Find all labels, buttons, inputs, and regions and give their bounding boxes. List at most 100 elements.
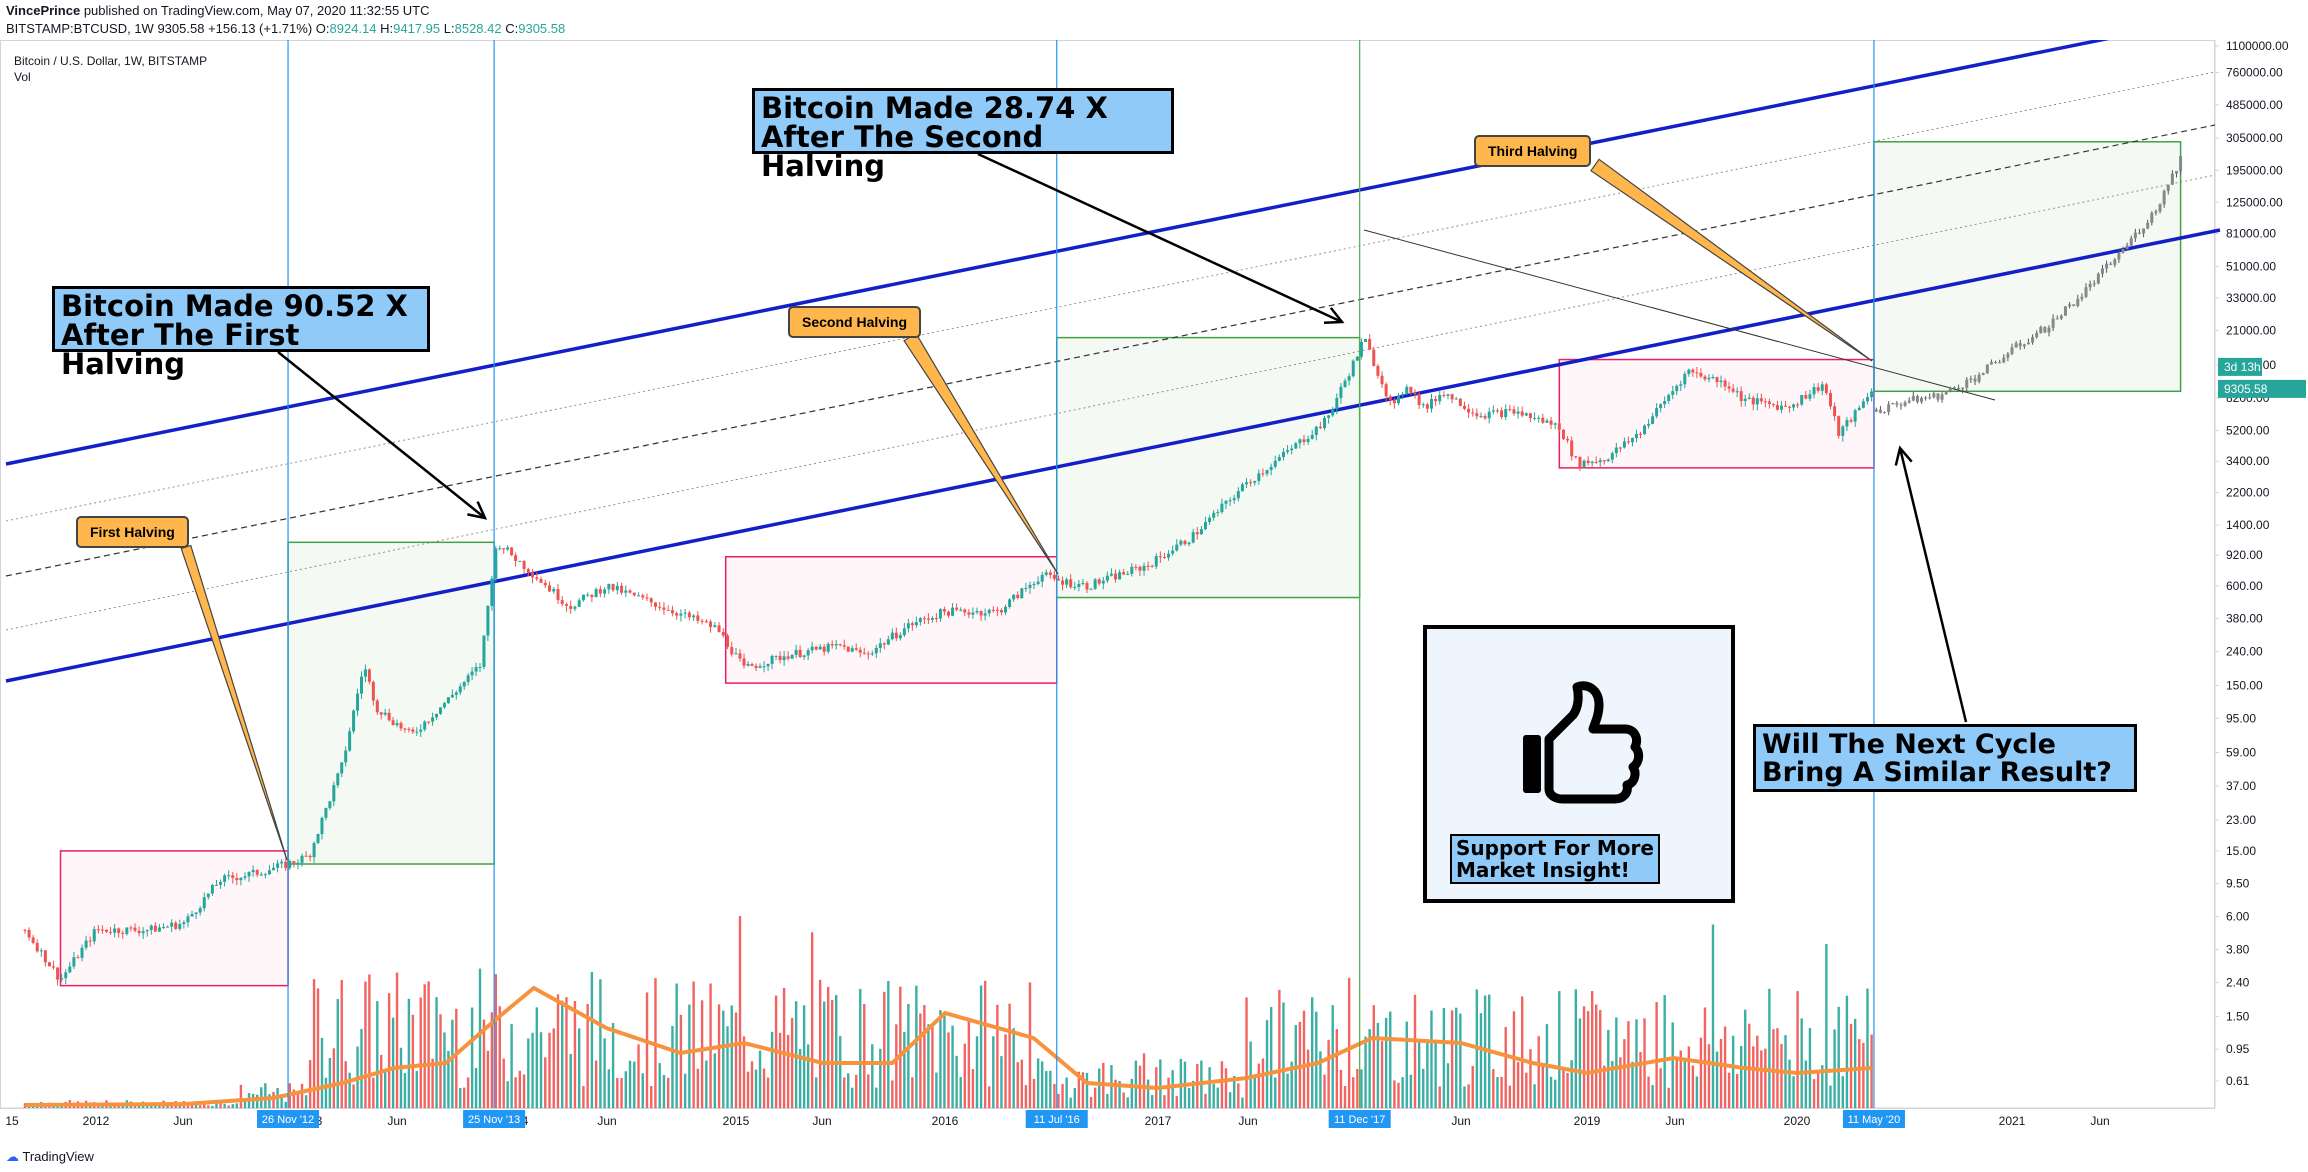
candle-body — [1759, 398, 1763, 402]
callout-next-line1: Will The Next Cycle — [1762, 729, 2056, 760]
volume-bar — [1595, 1004, 1598, 1108]
pointer-third-halving — [1590, 158, 1873, 362]
volume-bar — [478, 968, 482, 1108]
candle-body — [1788, 406, 1792, 408]
candle-body — [951, 607, 955, 616]
candle-body — [704, 621, 708, 623]
thumbs-up-icon[interactable] — [1515, 679, 1645, 809]
candle-body — [858, 649, 862, 653]
volume-bar — [1434, 1040, 1437, 1108]
author-name[interactable]: VincePrince — [6, 3, 81, 18]
volume-bar — [637, 1044, 640, 1108]
candle-body — [1602, 460, 1606, 462]
candle-body — [182, 922, 186, 925]
candle-body — [1711, 377, 1715, 379]
candle-body — [284, 861, 288, 868]
candle-body — [1471, 412, 1475, 414]
volume-bar — [1549, 1076, 1553, 1108]
volume-bar — [1438, 1086, 1441, 1108]
volume-bar — [696, 1068, 700, 1108]
volume-bar — [1570, 1060, 1573, 1108]
candle-body — [666, 609, 670, 611]
channel-lower-quarter — [5, 174, 2216, 631]
candle-body — [1695, 372, 1699, 374]
candle-body — [470, 671, 474, 676]
support-label[interactable]: Support For More Market Insight! — [1450, 834, 1660, 884]
volume-bar — [1061, 1083, 1064, 1108]
volume-bar — [466, 1077, 470, 1108]
volume-bar — [312, 979, 316, 1108]
volume-bar — [1049, 1070, 1052, 1108]
volume-bar — [1098, 1068, 1101, 1108]
channel-upper-quarter — [5, 71, 2216, 522]
price-chart[interactable]: Bitcoin / U.S. Dollar, 1W, BITSTAMP Vol 11… — [0, 40, 2308, 1148]
candle-body — [934, 618, 938, 620]
candle-body — [129, 927, 133, 929]
projection-body — [2142, 228, 2146, 234]
candle-body — [1294, 443, 1298, 449]
volume-bar — [1237, 1083, 1240, 1108]
candle-body — [1306, 438, 1310, 442]
candle-body — [586, 594, 590, 596]
candle-body — [628, 590, 632, 593]
candle-body — [1727, 386, 1731, 389]
candle-body — [292, 861, 296, 864]
volume-bar — [137, 1104, 141, 1108]
candle-body — [1208, 517, 1212, 523]
bear-box-2 — [724, 555, 1058, 684]
halving-date-badge — [1842, 1110, 1905, 1128]
candle-body — [450, 694, 454, 698]
volume-bar — [662, 1074, 666, 1108]
projection-body — [1998, 362, 2002, 364]
volume-bar — [372, 1077, 375, 1108]
volume-bar — [1310, 997, 1314, 1108]
candle-body — [1582, 460, 1586, 468]
candle-body — [162, 927, 166, 929]
candle-body — [1032, 583, 1036, 585]
volume-bar — [1278, 989, 1281, 1108]
candle-body — [446, 697, 450, 704]
candle-body — [1475, 413, 1479, 417]
volume-bar — [1516, 1062, 1520, 1108]
candle-body — [1504, 409, 1508, 418]
candle-body — [1606, 459, 1610, 462]
candle-body — [454, 692, 458, 695]
volume-bar — [535, 1007, 538, 1108]
tradingview-logo[interactable]: ☁ TradingView — [6, 1149, 94, 1165]
candle-body — [1594, 461, 1598, 463]
volume-bar — [1253, 1077, 1256, 1108]
candle-body — [1537, 417, 1541, 419]
volume-bar — [364, 981, 367, 1108]
volume-bar — [1430, 1010, 1433, 1108]
volume-bar — [935, 1072, 938, 1108]
symbol[interactable]: BITSTAMP:BTCUSD, 1W — [6, 21, 154, 36]
candle-body — [1405, 386, 1409, 394]
projection-body — [2088, 283, 2092, 288]
candle-body — [304, 855, 308, 857]
volume-bar — [1004, 1034, 1007, 1108]
y-tick-label: 195000.00 — [2226, 163, 2283, 177]
x-tick-label: Jun — [1665, 1114, 1684, 1128]
candle-body — [1347, 376, 1351, 381]
candle-body — [882, 643, 886, 645]
candle-body — [474, 667, 478, 672]
volume-bar — [380, 1054, 383, 1108]
candle-body — [967, 612, 971, 615]
volume-bar — [1667, 1087, 1670, 1108]
volume-bar — [304, 1095, 308, 1108]
volume-bar — [391, 1017, 395, 1108]
callout-first-line2: After The First Halving — [61, 318, 300, 381]
volume-bar — [1167, 1077, 1170, 1108]
candle-body — [145, 930, 149, 932]
candle-body — [1191, 532, 1195, 543]
candle-body — [1020, 588, 1024, 599]
y-tick-label: 150.00 — [2226, 678, 2263, 692]
projection-body — [1944, 391, 1948, 395]
candle-body — [1755, 398, 1759, 405]
volume-bar — [494, 974, 498, 1108]
support-panel[interactable]: Support For More Market Insight! — [1423, 625, 1735, 903]
candle-body — [1541, 417, 1545, 423]
volume-bar — [1163, 1095, 1166, 1108]
volume-bar — [1093, 1087, 1097, 1108]
candle-body — [1138, 566, 1142, 571]
